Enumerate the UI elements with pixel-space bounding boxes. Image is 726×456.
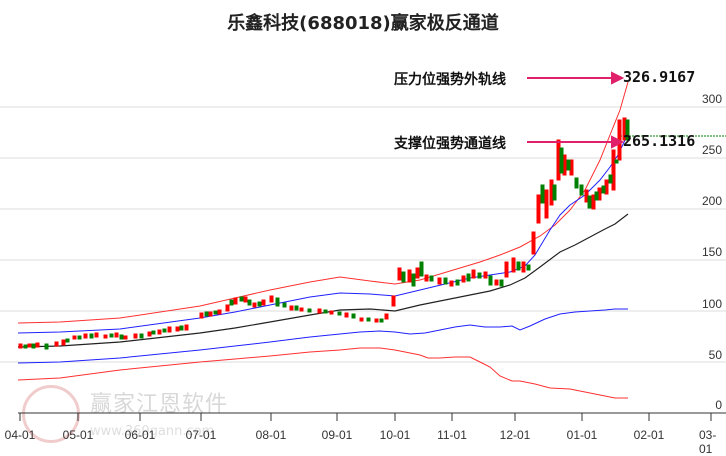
chart-title: 乐鑫科技(688018)赢家极反通道 <box>227 13 499 34</box>
support-line-value: 265.1316 <box>623 132 696 150</box>
inner-lower-band <box>17 308 628 364</box>
x-tick-label: 02-01 <box>633 428 665 442</box>
outer-upper-band <box>17 81 629 324</box>
y-tick-150: 150 <box>701 245 722 259</box>
x-tick-label: 07-01 <box>185 428 217 442</box>
y-tick-50: 50 <box>708 348 722 362</box>
candlesticks <box>18 117 630 350</box>
y-tick-300: 300 <box>701 92 722 106</box>
x-tick-label: 06-01 <box>124 428 156 442</box>
gridlines <box>0 106 726 363</box>
upper-rail-value: 326.9167 <box>623 68 696 86</box>
x-tick-label: 10-01 <box>379 428 411 442</box>
x-tick-label: 12-01 <box>499 428 531 442</box>
moving-average-line <box>17 213 629 348</box>
arrow-support <box>527 135 625 149</box>
y-tick-250: 250 <box>701 143 722 157</box>
x-tick-label: 03-01 <box>699 428 717 456</box>
x-tick-label: 08-01 <box>255 428 287 442</box>
x-axis <box>18 412 726 421</box>
x-tick-label: 05-01 <box>62 428 94 442</box>
x-tick-label: 01-01 <box>566 428 598 442</box>
x-tick-label: 04-01 <box>4 428 36 442</box>
upper-rail-label: 压力位强势外轨线 <box>394 72 506 88</box>
outer-lower-band <box>17 347 628 399</box>
watermark-url: www.360gann.com <box>90 424 215 439</box>
y-tick-0: 0 <box>715 398 722 412</box>
y-tick-100: 100 <box>701 297 722 311</box>
y-tick-200: 200 <box>701 194 722 208</box>
support-line-label: 支撑位强势通道线 <box>394 136 506 152</box>
arrow-upper <box>527 71 625 85</box>
x-tick-label: 11-01 <box>437 428 467 442</box>
x-tick-label: 09-01 <box>321 428 353 442</box>
